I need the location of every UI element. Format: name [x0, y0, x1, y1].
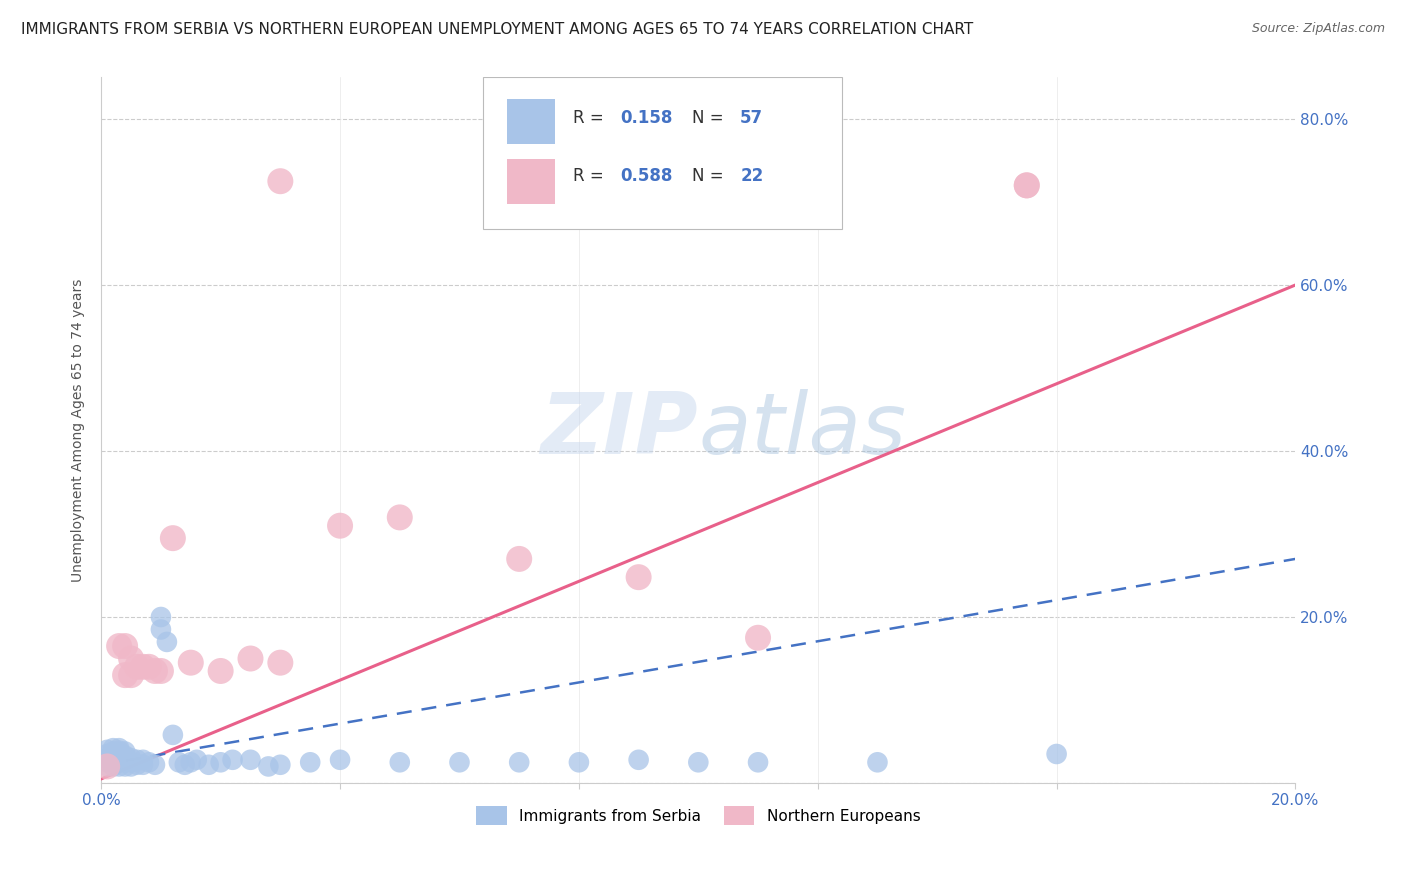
Immigrants from Serbia: [132, 757, 155, 772]
Northern Europeans: [149, 664, 172, 678]
Immigrants from Serbia: [866, 756, 889, 770]
Immigrants from Serbia: [257, 759, 280, 773]
Immigrants from Serbia: [114, 753, 136, 767]
Text: N =: N =: [692, 167, 730, 186]
Northern Europeans: [114, 668, 136, 682]
Immigrants from Serbia: [132, 753, 155, 767]
Immigrants from Serbia: [108, 744, 131, 758]
Immigrants from Serbia: [269, 757, 291, 772]
Northern Europeans: [96, 759, 118, 773]
Legend: Immigrants from Serbia, Northern Europeans: Immigrants from Serbia, Northern Europea…: [477, 806, 921, 825]
Northern Europeans: [138, 660, 160, 674]
Immigrants from Serbia: [96, 756, 118, 770]
Immigrants from Serbia: [101, 744, 124, 758]
Immigrants from Serbia: [568, 756, 591, 770]
Immigrants from Serbia: [221, 753, 243, 767]
Northern Europeans: [627, 570, 650, 584]
Northern Europeans: [269, 656, 291, 670]
Northern Europeans: [162, 531, 184, 545]
Northern Europeans: [132, 660, 155, 674]
Text: Source: ZipAtlas.com: Source: ZipAtlas.com: [1251, 22, 1385, 36]
Y-axis label: Unemployment Among Ages 65 to 74 years: Unemployment Among Ages 65 to 74 years: [72, 278, 86, 582]
Point: [1015, 178, 1038, 193]
Northern Europeans: [108, 639, 131, 653]
Immigrants from Serbia: [167, 756, 190, 770]
Text: atlas: atlas: [699, 389, 907, 472]
Immigrants from Serbia: [1046, 747, 1069, 761]
Immigrants from Serbia: [96, 751, 118, 765]
Immigrants from Serbia: [209, 756, 232, 770]
Immigrants from Serbia: [120, 751, 142, 765]
Immigrants from Serbia: [108, 748, 131, 763]
Northern Europeans: [209, 664, 232, 678]
Immigrants from Serbia: [96, 747, 118, 761]
Northern Europeans: [329, 518, 352, 533]
Immigrants from Serbia: [125, 753, 148, 767]
Northern Europeans: [120, 668, 142, 682]
Immigrants from Serbia: [156, 635, 179, 649]
Immigrants from Serbia: [627, 753, 650, 767]
Immigrants from Serbia: [101, 751, 124, 765]
Northern Europeans: [388, 510, 411, 524]
Immigrants from Serbia: [120, 759, 142, 773]
Text: ZIP: ZIP: [541, 389, 699, 472]
Text: R =: R =: [572, 167, 609, 186]
Northern Europeans: [239, 651, 262, 665]
Northern Europeans: [120, 651, 142, 665]
Immigrants from Serbia: [747, 756, 769, 770]
Immigrants from Serbia: [299, 756, 322, 770]
Northern Europeans: [508, 552, 530, 566]
Immigrants from Serbia: [149, 623, 172, 637]
Immigrants from Serbia: [329, 753, 352, 767]
Immigrants from Serbia: [101, 756, 124, 770]
Text: IMMIGRANTS FROM SERBIA VS NORTHERN EUROPEAN UNEMPLOYMENT AMONG AGES 65 TO 74 YEA: IMMIGRANTS FROM SERBIA VS NORTHERN EUROP…: [21, 22, 973, 37]
FancyBboxPatch shape: [508, 159, 555, 204]
Immigrants from Serbia: [120, 756, 142, 770]
Immigrants from Serbia: [114, 744, 136, 758]
Immigrants from Serbia: [108, 756, 131, 770]
FancyBboxPatch shape: [508, 99, 555, 145]
Immigrants from Serbia: [449, 756, 471, 770]
Immigrants from Serbia: [114, 759, 136, 773]
Immigrants from Serbia: [149, 610, 172, 624]
Immigrants from Serbia: [96, 743, 118, 757]
Text: 0.158: 0.158: [620, 110, 673, 128]
Northern Europeans: [180, 656, 202, 670]
Immigrants from Serbia: [101, 741, 124, 756]
Immigrants from Serbia: [96, 759, 118, 773]
Immigrants from Serbia: [508, 756, 530, 770]
Northern Europeans: [125, 660, 148, 674]
Immigrants from Serbia: [180, 756, 202, 770]
Immigrants from Serbia: [239, 753, 262, 767]
Point: [269, 174, 291, 188]
Immigrants from Serbia: [388, 756, 411, 770]
Northern Europeans: [1015, 178, 1038, 193]
Text: R =: R =: [572, 110, 609, 128]
Immigrants from Serbia: [186, 753, 208, 767]
Immigrants from Serbia: [138, 756, 160, 770]
Text: 0.588: 0.588: [620, 167, 673, 186]
Immigrants from Serbia: [108, 751, 131, 765]
FancyBboxPatch shape: [484, 78, 842, 229]
Immigrants from Serbia: [114, 756, 136, 770]
Immigrants from Serbia: [173, 757, 195, 772]
Immigrants from Serbia: [143, 757, 166, 772]
Immigrants from Serbia: [101, 759, 124, 773]
Immigrants from Serbia: [197, 757, 219, 772]
Text: 57: 57: [740, 110, 763, 128]
Northern Europeans: [143, 664, 166, 678]
Northern Europeans: [114, 639, 136, 653]
Northern Europeans: [747, 631, 769, 645]
Immigrants from Serbia: [114, 748, 136, 763]
Immigrants from Serbia: [101, 747, 124, 761]
Text: 22: 22: [740, 167, 763, 186]
Immigrants from Serbia: [688, 756, 710, 770]
Immigrants from Serbia: [108, 746, 131, 760]
Immigrants from Serbia: [108, 759, 131, 773]
Text: N =: N =: [692, 110, 730, 128]
Immigrants from Serbia: [125, 757, 148, 772]
Immigrants from Serbia: [162, 728, 184, 742]
Immigrants from Serbia: [108, 741, 131, 756]
